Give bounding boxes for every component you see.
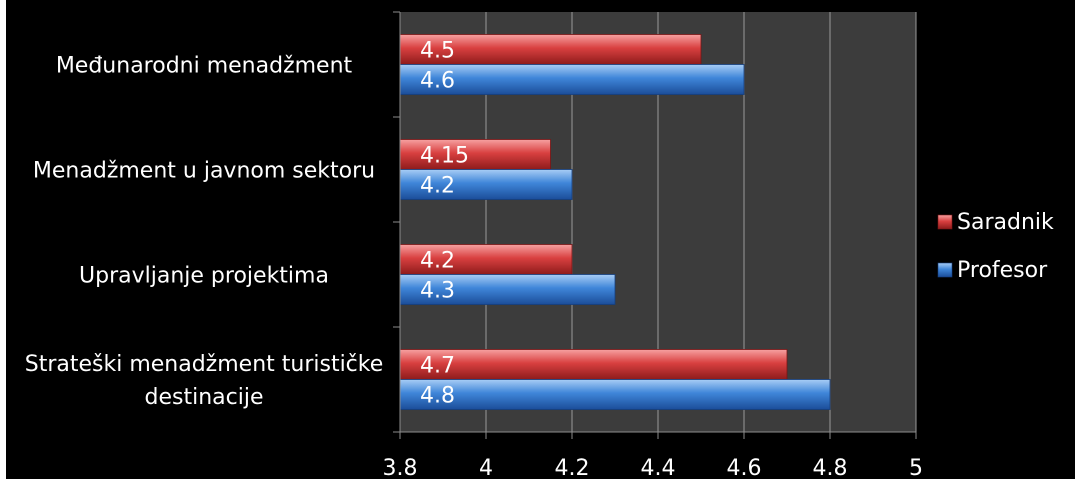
bar-value-label: 4.2 xyxy=(420,249,455,274)
category-label: Menadžment u javnom sektoru xyxy=(33,159,375,184)
legend: Saradnik Profesor xyxy=(937,210,1054,283)
bar-saradnik xyxy=(399,244,573,275)
bar-profesor xyxy=(399,379,831,410)
bar-profesor xyxy=(399,169,573,200)
bar-value-label: 4.6 xyxy=(420,69,455,94)
x-tick-label: 4 xyxy=(479,456,493,479)
bar-saradnik xyxy=(399,349,788,380)
x-tick-label: 4.4 xyxy=(641,456,676,479)
bar-value-label: 4.5 xyxy=(420,39,455,64)
x-tick-label: 4.2 xyxy=(555,456,590,479)
bar-saradnik xyxy=(399,139,551,170)
bar-profesor xyxy=(399,274,616,305)
category-label: Međunarodni menadžment xyxy=(56,54,353,79)
category-label: Upravljanje projektima xyxy=(79,264,329,289)
bar-chart: 4.54.64.154.24.24.34.74.8 3.8 4 4.2 4.4 4.6 4… xyxy=(25,11,1054,479)
bar-value-label: 4.3 xyxy=(420,279,455,304)
bar-profesor xyxy=(399,64,745,95)
legend-swatch-profesor xyxy=(937,262,953,278)
bars: 4.5 4.6 4.15 4.2 4.2 4.3 4.7 4.8 xyxy=(399,34,831,410)
bar-value-label: 4.15 xyxy=(420,144,469,169)
axes: 3.8 4 4.2 4.4 4.6 4.8 5 Međunarodni menadžment M… xyxy=(25,11,923,479)
bar-saradnik xyxy=(399,34,702,65)
bar-value-label: 4.7 xyxy=(420,354,455,379)
x-tick-label: 5 xyxy=(909,456,923,479)
x-tick-label: 4.6 xyxy=(727,456,762,479)
bar-value-label: 4.8 xyxy=(420,384,455,409)
bar-value-label: 4.2 xyxy=(420,174,455,199)
legend-label: Profesor xyxy=(957,258,1048,283)
legend-swatch-saradnik xyxy=(937,214,953,230)
chart-container: 4.5 4.6 4.15 4.2 4.2 4.3 4.7 4.8 3.8 4 4.2 4.4 4.6 4… xyxy=(6,0,1075,479)
legend-label: Saradnik xyxy=(957,210,1054,235)
x-tick-label: 4.8 xyxy=(813,456,848,479)
category-label: Strateški menadžment turističke destinaci… xyxy=(25,352,384,410)
x-tick-label: 3.8 xyxy=(383,456,418,479)
